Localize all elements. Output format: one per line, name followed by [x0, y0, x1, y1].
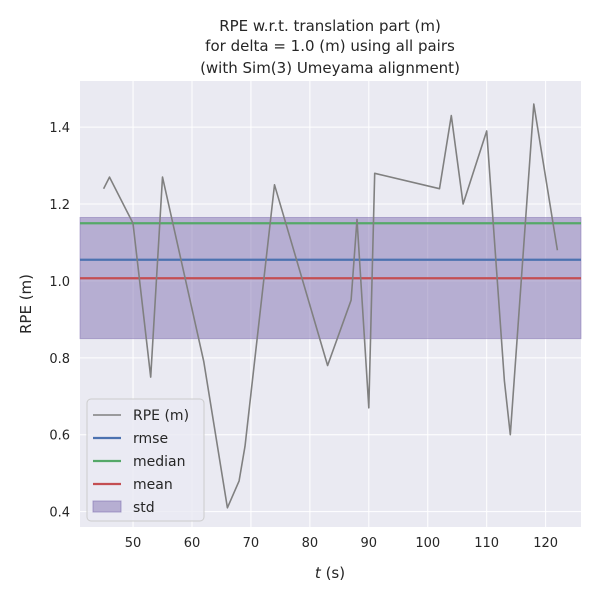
series-layer [102, 103, 559, 509]
legend-label: mean [133, 477, 173, 493]
chart-title-line-3: (with Sim(3) Umeyama alignment) [200, 59, 460, 77]
x-tick-label: 70 [243, 536, 260, 551]
x-axis-label-unit: (s) [321, 564, 345, 582]
legend: RPE (m) rmse median mean std [86, 398, 205, 522]
x-tick-label: 110 [474, 536, 499, 551]
x-tick-label: 120 [533, 536, 558, 551]
y-tick-labels: 0.4 0.6 0.8 1.0 1.2 1.4 [49, 121, 70, 520]
x-tick-labels: 50 60 70 80 90 100 110 120 [125, 536, 558, 551]
legend-label: RPE (m) [133, 408, 189, 424]
legend-label: std [133, 500, 155, 516]
y-tick-label: 1.2 [49, 198, 70, 213]
y-tick-label: 0.8 [49, 352, 70, 367]
x-axis-label-italic: t [315, 564, 322, 582]
legend-box [86, 398, 205, 522]
x-tick-label: 60 [184, 536, 201, 551]
y-tick-label: 1.4 [49, 121, 70, 136]
y-axis-label: RPE (m) [17, 274, 35, 334]
legend-label: median [133, 454, 185, 470]
legend-swatch-std [92, 500, 122, 513]
x-axis-label: t (s) [315, 564, 345, 582]
y-tick-label: 0.6 [49, 429, 70, 444]
x-tick-label: 80 [302, 536, 319, 551]
x-tick-label: 90 [361, 536, 378, 551]
y-tick-label: 1.0 [49, 275, 70, 290]
x-tick-label: 50 [125, 536, 142, 551]
y-tick-label: 0.4 [49, 506, 70, 521]
chart-title-line-2: for delta = 1.0 (m) using all pairs [205, 37, 455, 55]
rpe-series-line [102, 103, 559, 509]
legend-label: rmse [133, 431, 168, 447]
x-tick-label: 100 [415, 536, 440, 551]
chart-title-line-1: RPE w.r.t. translation part (m) [219, 17, 441, 35]
